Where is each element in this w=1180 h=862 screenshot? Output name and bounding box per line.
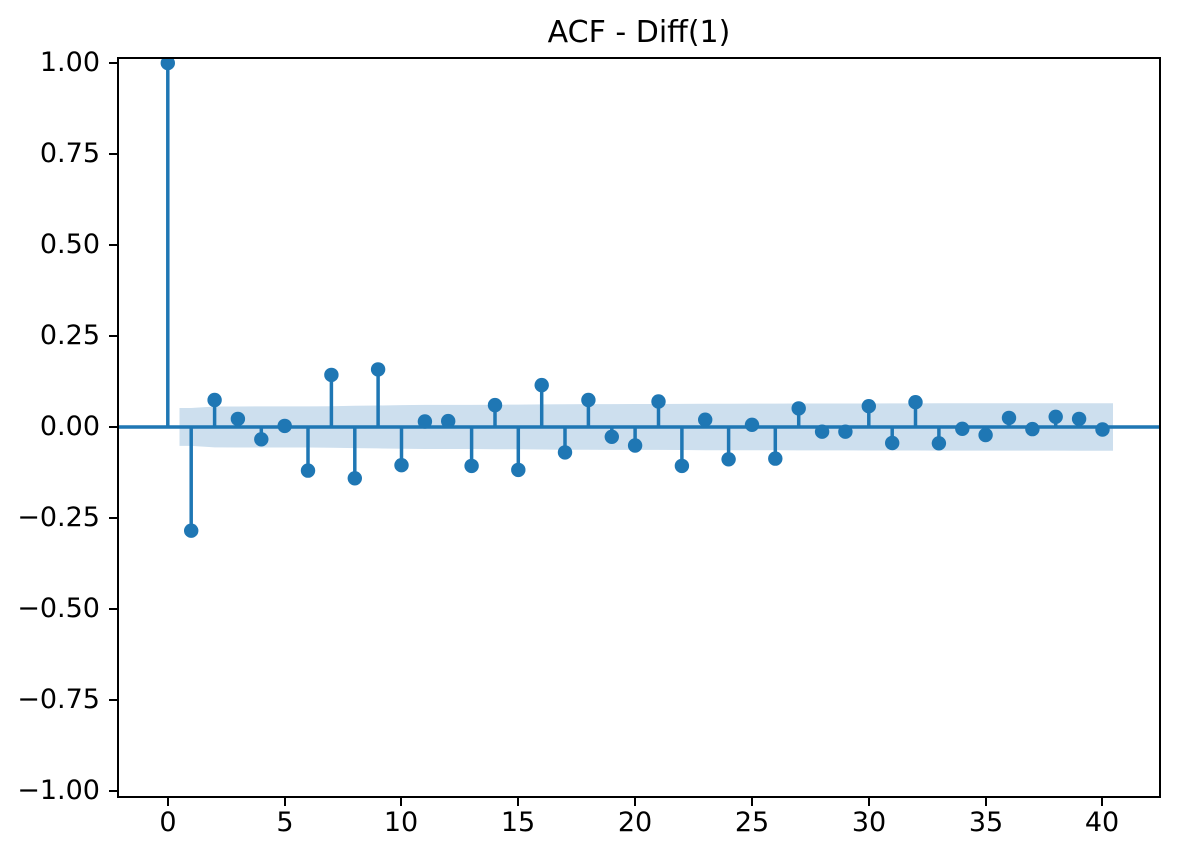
acf-marker: [604, 429, 619, 444]
y-axis-tick-label: 0.75: [39, 138, 100, 169]
acf-marker: [651, 394, 666, 409]
x-axis-tick: [400, 798, 402, 806]
y-axis-tick: [109, 517, 117, 519]
x-axis-tick-label: 30: [851, 807, 887, 838]
acf-marker: [370, 362, 386, 377]
acf-marker: [511, 462, 526, 478]
y-axis-tick: [109, 244, 117, 246]
acf-marker: [931, 436, 947, 451]
acf-marker: [955, 421, 970, 436]
acf-marker: [441, 413, 456, 429]
y-axis-tick: [109, 699, 117, 701]
acf-marker: [324, 367, 339, 383]
chart-title: ACF - Diff(1): [547, 15, 731, 50]
x-axis-tick: [284, 798, 286, 806]
acf-marker: [347, 471, 362, 486]
x-axis-tick: [751, 798, 753, 806]
x-axis-tick-label: 25: [734, 807, 770, 838]
y-axis-tick: [109, 426, 117, 428]
acf-marker: [838, 424, 853, 439]
y-axis-tick-label: −0.50: [17, 593, 100, 624]
acf-marker: [417, 414, 433, 429]
acf-marker: [534, 377, 549, 393]
y-axis-tick: [109, 608, 117, 610]
acf-marker: [394, 458, 409, 473]
acf-marker: [230, 411, 246, 427]
y-axis-tick: [109, 335, 117, 337]
y-axis-tick-label: −1.00: [17, 775, 100, 806]
y-axis-tick-label: 0.50: [39, 229, 100, 260]
acf-marker: [791, 401, 806, 416]
acf-marker: [978, 427, 993, 443]
x-axis-tick: [868, 798, 870, 806]
x-axis-tick: [1101, 798, 1103, 806]
x-axis-tick: [985, 798, 987, 806]
x-axis-tick: [167, 798, 169, 806]
acf-marker: [721, 452, 736, 467]
acf-marker: [300, 463, 316, 478]
acf-marker: [861, 399, 876, 414]
acf-marker: [908, 395, 923, 410]
x-axis-tick-label: 20: [617, 807, 653, 838]
acf-marker: [1048, 409, 1063, 424]
acf-marker: [1071, 411, 1087, 427]
acf-marker: [557, 445, 573, 460]
acf-plot-canvas: [119, 59, 1159, 538]
acf-marker: [768, 451, 783, 466]
y-axis-tick-label: 0.00: [39, 411, 100, 442]
plot-area: [117, 57, 1161, 798]
acf-marker: [207, 392, 222, 408]
acf-marker: [1025, 421, 1040, 437]
x-axis-tick-label: 15: [500, 807, 536, 838]
acf-marker: [814, 424, 830, 439]
acf-marker: [674, 458, 690, 474]
acf-marker: [277, 418, 292, 434]
acf-marker: [698, 412, 713, 427]
x-axis-tick: [517, 798, 519, 806]
acf-marker: [1001, 410, 1017, 426]
y-axis-tick: [109, 62, 117, 64]
x-axis-tick-label: 5: [276, 807, 294, 838]
y-axis-tick: [109, 153, 117, 155]
acf-marker: [487, 397, 503, 413]
acf-marker: [581, 392, 596, 408]
acf-marker: [184, 523, 199, 538]
x-axis-tick-label: 0: [159, 807, 177, 838]
y-axis-tick-label: 0.25: [39, 320, 100, 351]
acf-marker: [885, 435, 900, 451]
x-axis-tick-label: 35: [968, 807, 1004, 838]
acf-marker: [464, 458, 479, 474]
y-axis-tick-label: −0.25: [17, 502, 100, 533]
y-axis-tick-label: −0.75: [17, 684, 100, 715]
x-axis-tick-label: 10: [383, 807, 419, 838]
acf-marker: [160, 59, 175, 71]
acf-marker: [1095, 422, 1110, 437]
acf-marker: [744, 417, 760, 432]
y-axis-tick: [109, 790, 117, 792]
y-axis-tick-label: 1.00: [39, 47, 100, 78]
x-axis-tick-label: 40: [1084, 807, 1120, 838]
acf-marker: [627, 438, 643, 453]
x-axis-tick: [634, 798, 636, 806]
acf-marker: [254, 432, 269, 447]
